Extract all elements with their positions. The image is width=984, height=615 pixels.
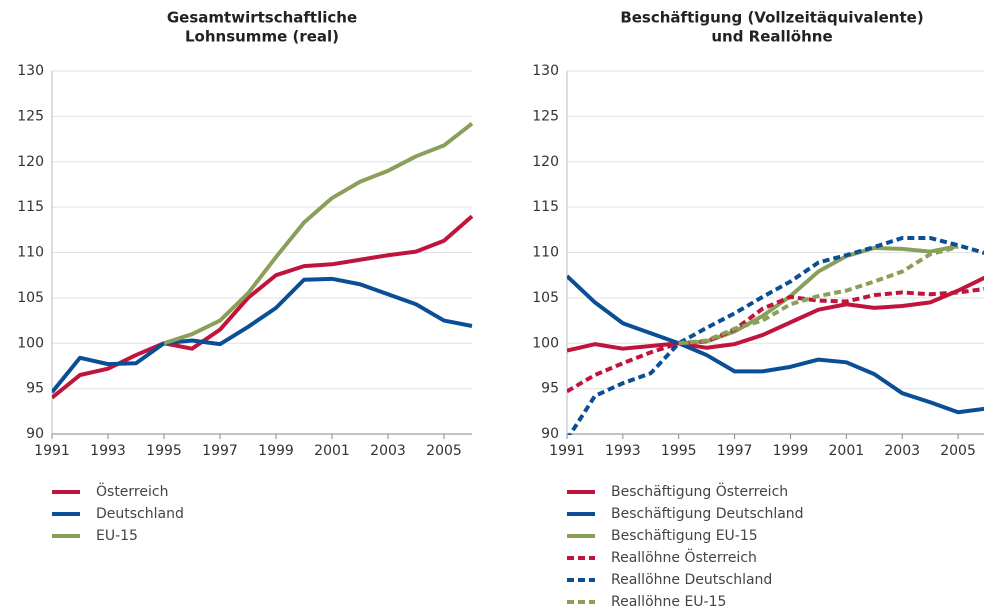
legend-label: Reallöhne Österreich bbox=[611, 548, 757, 566]
x-tick-label: 1999 bbox=[773, 443, 809, 459]
series-line bbox=[163, 122, 473, 346]
y-tick-label: 115 bbox=[17, 199, 44, 215]
y-tick-label: 120 bbox=[532, 154, 559, 170]
x-tick-label: 2005 bbox=[426, 443, 462, 459]
legend-label: Reallöhne EU-15 bbox=[611, 594, 726, 610]
chart-title: Gesamtwirtschaftliche bbox=[167, 9, 357, 27]
x-tick-label: 2003 bbox=[884, 443, 920, 459]
y-tick-label: 110 bbox=[17, 245, 44, 261]
series-line bbox=[678, 245, 959, 346]
legend-label: Beschäftigung Österreich bbox=[611, 482, 788, 500]
y-tick-label: 125 bbox=[532, 108, 559, 124]
chart-title: Lohnsumme (real) bbox=[185, 28, 339, 46]
legend-label: EU-15 bbox=[96, 528, 138, 544]
y-tick-label: 130 bbox=[17, 63, 44, 79]
series-line bbox=[52, 214, 473, 400]
x-tick-label: 2001 bbox=[314, 443, 350, 459]
series-line bbox=[567, 287, 984, 394]
series-line bbox=[52, 276, 473, 394]
y-tick-label: 90 bbox=[26, 426, 44, 442]
plot-area bbox=[52, 122, 473, 400]
y-tick-label: 105 bbox=[532, 290, 559, 306]
x-tick-label: 1997 bbox=[717, 443, 753, 459]
y-tick-label: 105 bbox=[17, 290, 44, 306]
legend-label: Deutschland bbox=[96, 506, 184, 522]
y-tick-label: 95 bbox=[26, 381, 44, 397]
x-tick-label: 1991 bbox=[549, 443, 585, 459]
legend-label: Beschäftigung EU-15 bbox=[611, 528, 758, 544]
legend-label: Österreich bbox=[96, 482, 168, 500]
y-tick-label: 120 bbox=[17, 154, 44, 170]
y-tick-label: 130 bbox=[532, 63, 559, 79]
chart-title: und Reallöhne bbox=[711, 28, 832, 46]
x-tick-label: 1995 bbox=[661, 443, 697, 459]
series-line bbox=[567, 274, 984, 415]
x-tick-label: 2001 bbox=[829, 443, 865, 459]
series-line bbox=[567, 275, 984, 353]
x-tick-label: 2005 bbox=[940, 443, 976, 459]
y-tick-label: 100 bbox=[532, 335, 559, 351]
y-tick-label: 125 bbox=[17, 108, 44, 124]
y-tick-label: 110 bbox=[532, 245, 559, 261]
x-tick-label: 1995 bbox=[146, 443, 182, 459]
y-tick-label: 90 bbox=[541, 426, 559, 442]
plot-area bbox=[567, 235, 984, 435]
x-tick-label: 1997 bbox=[202, 443, 238, 459]
y-tick-label: 100 bbox=[17, 335, 44, 351]
legend-label: Reallöhne Deutschland bbox=[611, 572, 772, 588]
legend-label: Beschäftigung Deutschland bbox=[611, 506, 804, 522]
x-tick-label: 1993 bbox=[605, 443, 641, 459]
y-tick-label: 95 bbox=[541, 381, 559, 397]
x-tick-label: 1999 bbox=[258, 443, 294, 459]
chart-title: Beschäftigung (Vollzeitäquivalente) bbox=[620, 9, 923, 27]
series-line bbox=[567, 235, 984, 435]
x-tick-label: 1991 bbox=[34, 443, 70, 459]
y-tick-label: 115 bbox=[532, 199, 559, 215]
x-tick-label: 1993 bbox=[90, 443, 126, 459]
x-tick-label: 2003 bbox=[370, 443, 406, 459]
